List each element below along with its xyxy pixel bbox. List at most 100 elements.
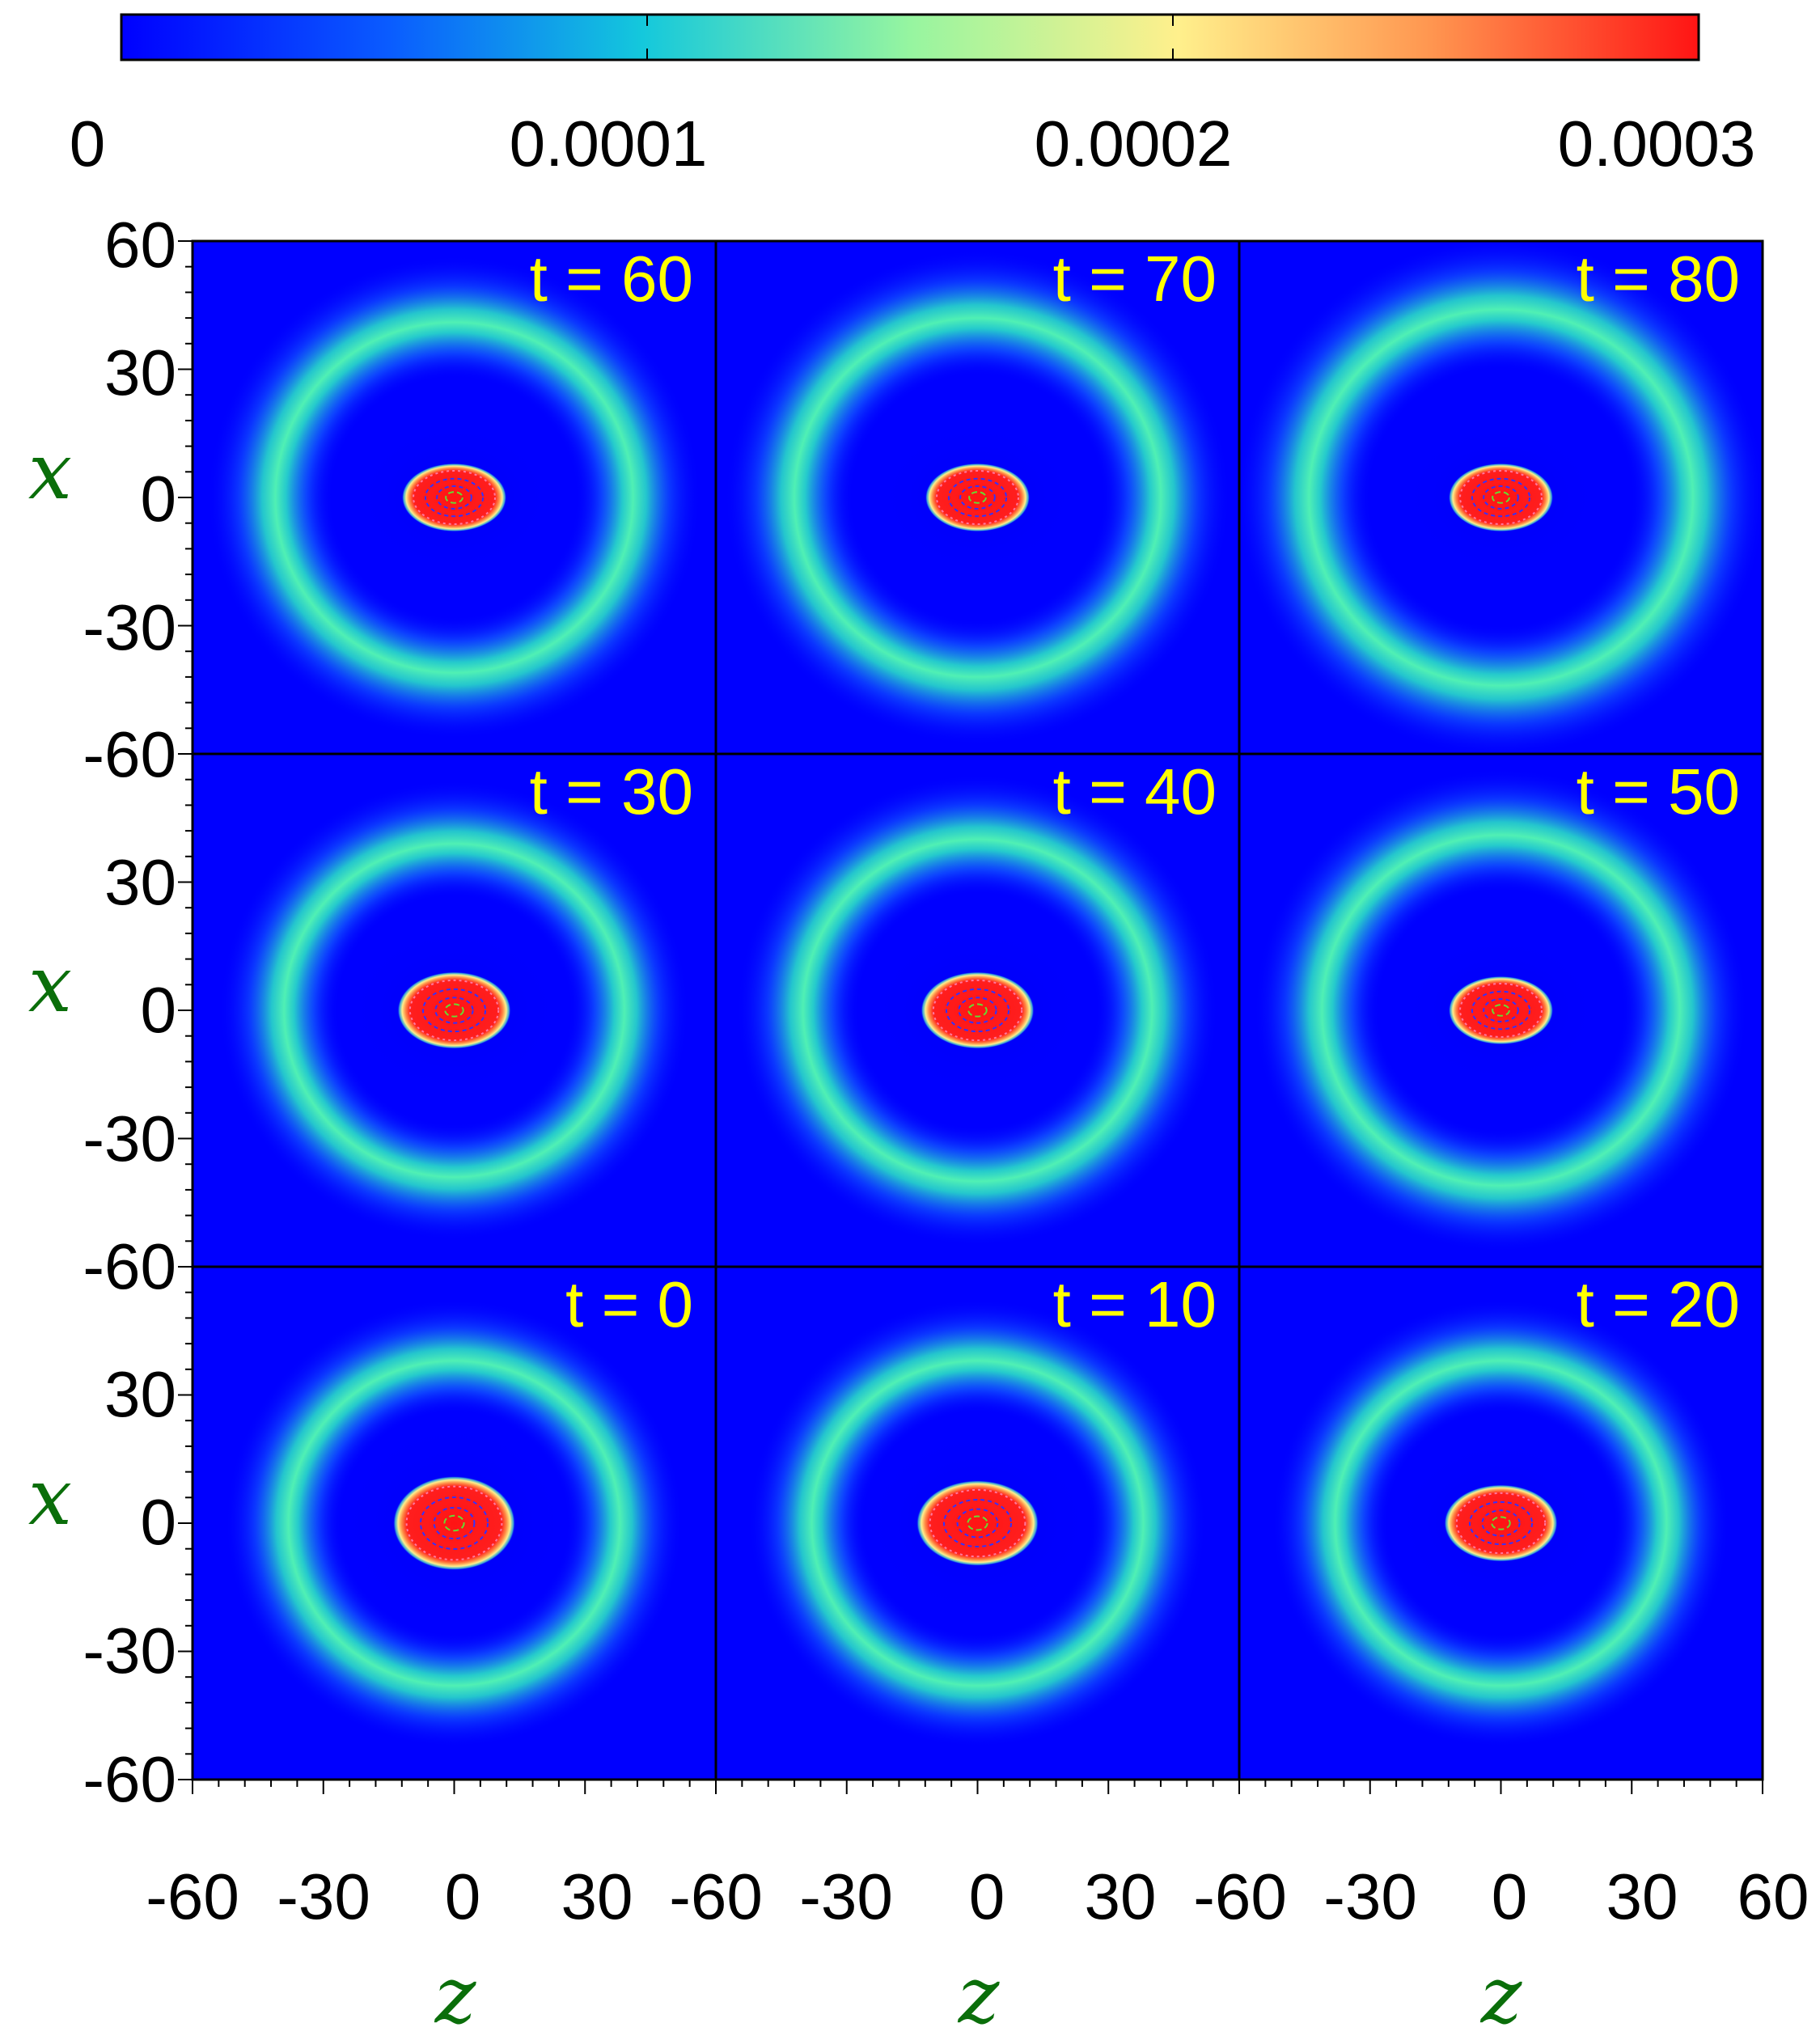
heatmap-panel: t = 60 xyxy=(178,239,717,756)
time-label: t = 60 xyxy=(530,243,693,315)
x-tick-label: -30 xyxy=(799,1860,893,1932)
x-tick-label: -60 xyxy=(1193,1860,1287,1932)
contour-line xyxy=(1483,998,1519,1022)
x-tick-label: 0 xyxy=(969,1860,1005,1932)
contour-line xyxy=(1492,1004,1510,1017)
heatmap-field xyxy=(1239,241,1763,754)
y-tick-label: 0 xyxy=(141,974,177,1046)
time-label: t = 0 xyxy=(565,1268,693,1340)
y-tick-label: -30 xyxy=(83,1615,176,1687)
contour-line xyxy=(956,1508,999,1539)
y-tick-label: 30 xyxy=(104,1358,176,1430)
colorbar-ticks xyxy=(121,15,1699,60)
contour-line xyxy=(434,997,474,1024)
x-axis-label: z xyxy=(958,1950,1001,2036)
contour-line xyxy=(959,485,996,510)
x-tick-label: -30 xyxy=(277,1860,370,1932)
contour-line xyxy=(436,485,472,510)
heatmap-panel: t = 20 xyxy=(1238,1265,1764,1794)
x-tick-label: -30 xyxy=(1323,1860,1417,1932)
contour-line xyxy=(413,470,496,525)
heatmap-field xyxy=(193,1267,716,1780)
contour-line xyxy=(945,988,1010,1033)
contour-line xyxy=(1491,1516,1511,1530)
contour-line xyxy=(932,979,1023,1042)
colorbar-tick-label-0: 0 xyxy=(70,108,106,180)
contour-line xyxy=(967,1515,988,1531)
x-axis-label: z xyxy=(1480,1950,1523,2036)
contour-line xyxy=(1459,983,1543,1038)
y-axis-label: x xyxy=(28,939,72,1030)
colorbar-gradient xyxy=(120,13,1700,61)
panel-ticks xyxy=(1238,1780,1763,1794)
x-tick-label: 30 xyxy=(1085,1860,1157,1932)
contour-line xyxy=(929,1488,1026,1558)
contour-line xyxy=(958,997,997,1024)
heatmap-field xyxy=(716,754,1239,1267)
density-core xyxy=(1444,1484,1558,1562)
heatmap-panel: t = 30 xyxy=(178,752,717,1268)
time-label: t = 10 xyxy=(1053,1268,1217,1340)
time-label: t = 30 xyxy=(530,756,693,828)
y-tick-label: -30 xyxy=(83,591,176,663)
contour-line xyxy=(1483,485,1519,510)
density-core xyxy=(401,463,507,532)
time-label: t = 70 xyxy=(1053,243,1217,315)
contour-line xyxy=(405,1485,503,1561)
y-tick-label: 0 xyxy=(141,1486,177,1558)
colorbar-tick-label-2: 0.0002 xyxy=(1035,108,1233,180)
density-core xyxy=(1448,463,1554,532)
time-label: t = 20 xyxy=(1577,1268,1740,1340)
y-tick-label: -60 xyxy=(83,1230,176,1302)
contour-line xyxy=(1492,491,1510,504)
heatmap-field xyxy=(1239,754,1763,1267)
panel-ticks xyxy=(178,753,193,1268)
contour-line xyxy=(444,1003,464,1018)
contour-line xyxy=(947,477,1008,518)
heatmap-field xyxy=(193,241,716,754)
density-core xyxy=(397,971,511,1049)
density-core xyxy=(925,463,1031,532)
heatmap-panel: t = 10 xyxy=(714,1265,1241,1794)
contour-line xyxy=(421,988,487,1033)
contour-line xyxy=(419,1496,489,1550)
contour-line xyxy=(1459,470,1543,525)
y-tick-label: 60 xyxy=(104,209,176,281)
panel-ticks xyxy=(715,1780,1240,1794)
contour-line xyxy=(967,1003,988,1018)
x-tick-label: 0 xyxy=(1492,1860,1528,1932)
density-core xyxy=(916,1480,1039,1566)
y-tick-label: -60 xyxy=(83,718,176,790)
contour-line xyxy=(408,979,500,1042)
colorbar-tick-label-3: 0.0003 xyxy=(1558,108,1756,180)
contour-line xyxy=(424,477,485,518)
heatmap-panel: t = 70 xyxy=(714,239,1241,756)
x-tick-label: 60 xyxy=(1737,1860,1809,1932)
x-axis-bottom: -60 -30 0 30 -60 -30 0 30 -60 -30 0 30 6… xyxy=(146,1860,1809,2036)
heatmap-panel: t = 0 xyxy=(178,1265,717,1794)
x-tick-label: -60 xyxy=(146,1860,239,1932)
panel-grid: t = 60 t = 70 t = 80 t = 30 t = 40 t = 50 t = … xyxy=(178,239,1764,1794)
y-tick-label: -60 xyxy=(83,1743,176,1815)
heatmap-panel: t = 40 xyxy=(714,752,1241,1268)
time-label: t = 50 xyxy=(1577,756,1740,828)
y-tick-label: 0 xyxy=(141,463,177,535)
x-tick-label: 0 xyxy=(445,1860,481,1932)
panel-ticks xyxy=(178,1266,717,1794)
heatmap-panel: t = 80 xyxy=(1238,239,1764,756)
density-core xyxy=(393,1475,515,1571)
x-tick-label: 30 xyxy=(561,1860,633,1932)
heatmap-field xyxy=(716,241,1239,754)
contour-line xyxy=(433,1506,476,1540)
y-axis-label: x xyxy=(28,1452,72,1543)
contour-line xyxy=(936,470,1019,525)
contour-line xyxy=(1455,1492,1547,1555)
colorbar-tick-label-1: 0.0001 xyxy=(510,108,708,180)
x-axis-label: z xyxy=(434,1950,477,2036)
contour-line xyxy=(445,491,463,504)
contour-line xyxy=(968,491,987,504)
contour-line xyxy=(1471,477,1531,518)
heatmap-field xyxy=(1239,1267,1763,1780)
heatmap-panel: t = 50 xyxy=(1238,752,1764,1268)
